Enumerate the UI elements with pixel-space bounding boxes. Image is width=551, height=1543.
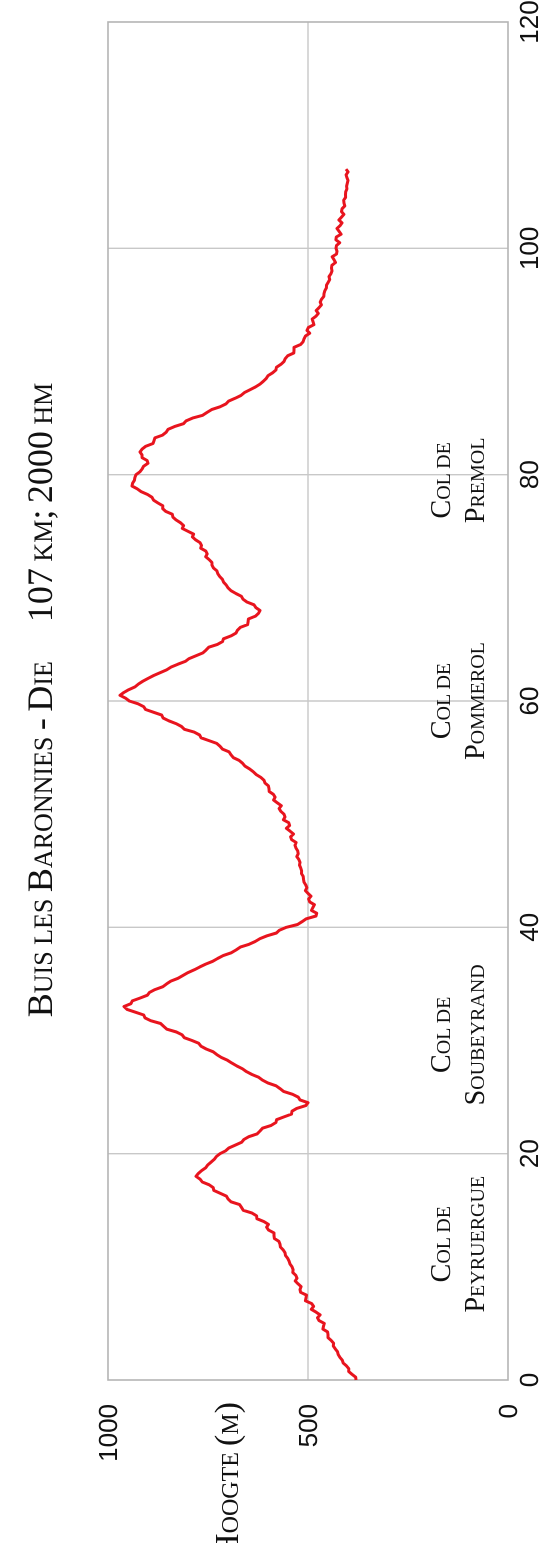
y-tick-label: 1000 — [93, 1404, 123, 1462]
grid-lines — [108, 22, 508, 1380]
y-tick-label: 0 — [493, 1404, 523, 1418]
x-tick-label: 80 — [514, 460, 544, 489]
x-tick-label: 60 — [514, 687, 544, 716]
y-axis-label-group: HOOGTE (M) — [209, 1402, 246, 1543]
x-tick-labels: 0 20 40 60 80 100 120 — [514, 0, 544, 1387]
y-tick-label: 500 — [293, 1404, 323, 1447]
series-layer — [118, 168, 358, 1381]
y-tick-labels: 0 500 1000 — [93, 1404, 523, 1462]
x-tick-label: 100 — [514, 227, 544, 270]
col-annotation: PEYRUERGUE — [460, 1176, 491, 1313]
plot-area — [107, 21, 509, 1381]
col-annotation: COL DE — [426, 663, 457, 739]
col-annotation: POMMEROL — [460, 642, 491, 760]
x-tick-label: 120 — [514, 0, 544, 43]
plot-frame — [107, 21, 509, 1381]
elevation-line — [118, 168, 358, 1381]
col-annotation: COL DE — [426, 1206, 457, 1282]
col-annotation: PREMOL — [460, 438, 491, 524]
col-annotation: COL DE — [426, 442, 457, 518]
chart-title: BUIS LES BARONNIES - DIE 107 KM; 2000 HM — [20, 383, 60, 1018]
x-tick-label: 0 — [514, 1373, 544, 1387]
col-annotation: COL DE — [426, 997, 457, 1073]
x-tick-label: 20 — [514, 1139, 544, 1168]
chart-title-text: BUIS LES BARONNIES - DIE 107 KM; 2000 HM — [20, 383, 60, 1018]
y-axis-label: HOOGTE (M) — [209, 1402, 246, 1543]
col-annotation: SOUBEYRAND — [460, 964, 491, 1105]
x-tick-label: 40 — [514, 913, 544, 942]
